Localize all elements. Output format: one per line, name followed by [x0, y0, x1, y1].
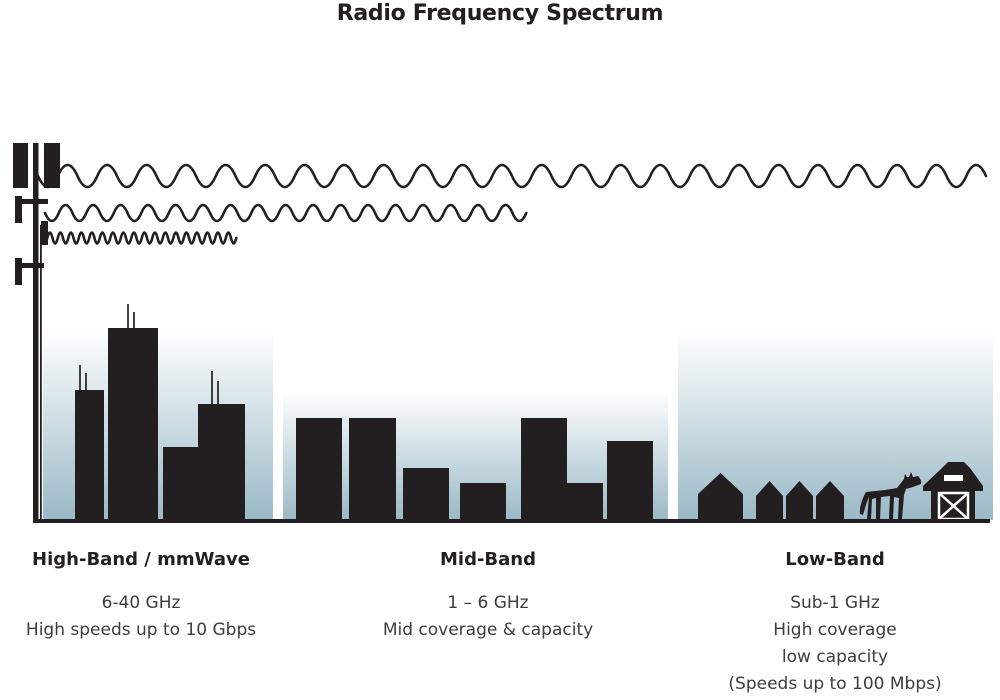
low-frequency-long-wave: [36, 163, 988, 189]
tower-crossbar-upper: [17, 199, 48, 204]
mid-band-heading: Mid-Band: [439, 549, 536, 570]
low-band-description: Sub-1 GHz High coverage low capacity (Speed…: [683, 590, 987, 698]
band-line: 6-40 GHz: [101, 593, 181, 613]
high-band-skyline: [75, 304, 245, 519]
tower-side-antenna-lower: [15, 258, 22, 285]
barn-door-cross-2: [938, 492, 969, 520]
barn-hayloft-slit: [944, 475, 963, 481]
barn-icon: [923, 462, 983, 521]
house-icon: [786, 481, 813, 519]
tower-pole: [33, 143, 39, 521]
diagram-title: Radio Frequency Spectrum: [336, 1, 664, 26]
tower-panel-left: [13, 143, 28, 188]
house-icon: [698, 473, 743, 519]
band-line: High coverage: [773, 620, 897, 640]
high-band-heading: High-Band / mmWave: [32, 549, 250, 570]
skyscraper: [163, 447, 198, 519]
high-frequency-short-wave: [40, 231, 238, 245]
low-band-heading: Low-Band: [785, 549, 885, 570]
skyscraper: [198, 404, 245, 519]
skyscraper: [75, 390, 104, 519]
tower-side-antenna-upper: [15, 196, 22, 223]
high-band-description: 6-40 GHz High speeds up to 10 Gbps: [0, 590, 282, 644]
band-line: (Speeds up to 100 Mbps): [728, 674, 942, 694]
band-line: low capacity: [781, 647, 889, 667]
mid-rise-building: [460, 483, 506, 519]
mid-band-description: 1 – 6 GHz Mid coverage & capacity: [348, 590, 628, 644]
tower-crossbar-lower: [17, 263, 44, 268]
ground-line: [33, 519, 990, 523]
tower-panel-right: [44, 143, 60, 188]
radio-waves: [36, 163, 988, 245]
mid-rise-building: [403, 468, 449, 519]
band-line: Sub-1 GHz: [790, 593, 880, 613]
skyscraper: [108, 328, 158, 519]
tower-pole-thin: [40, 225, 42, 521]
tower-small-antenna: [41, 221, 48, 245]
cell-tower-icon: [13, 143, 60, 521]
house-icon: [816, 481, 844, 519]
mid-frequency-medium-wave: [43, 203, 528, 223]
mid-band-skyline: [296, 418, 653, 519]
low-band-label: Low-Band Sub-1 GHz High coverage low capac…: [683, 549, 987, 698]
low-band-houses: [698, 473, 844, 519]
mid-rise-building: [567, 483, 603, 519]
band-line: Mid coverage & capacity: [382, 620, 594, 640]
cow-icon: [859, 472, 922, 519]
mid-rise-building: [296, 418, 342, 519]
mid-band-label: Mid-Band 1 – 6 GHz Mid coverage & capacit…: [348, 549, 628, 644]
band-line: 1 – 6 GHz: [447, 593, 529, 613]
band-line: High speeds up to 10 Gbps: [25, 620, 257, 640]
mid-rise-building: [607, 441, 653, 519]
high-band-label: High-Band / mmWave 6-40 GHz High speeds u…: [0, 549, 282, 644]
mid-rise-building: [521, 418, 567, 519]
mid-rise-building: [349, 418, 396, 519]
house-icon: [756, 481, 783, 519]
